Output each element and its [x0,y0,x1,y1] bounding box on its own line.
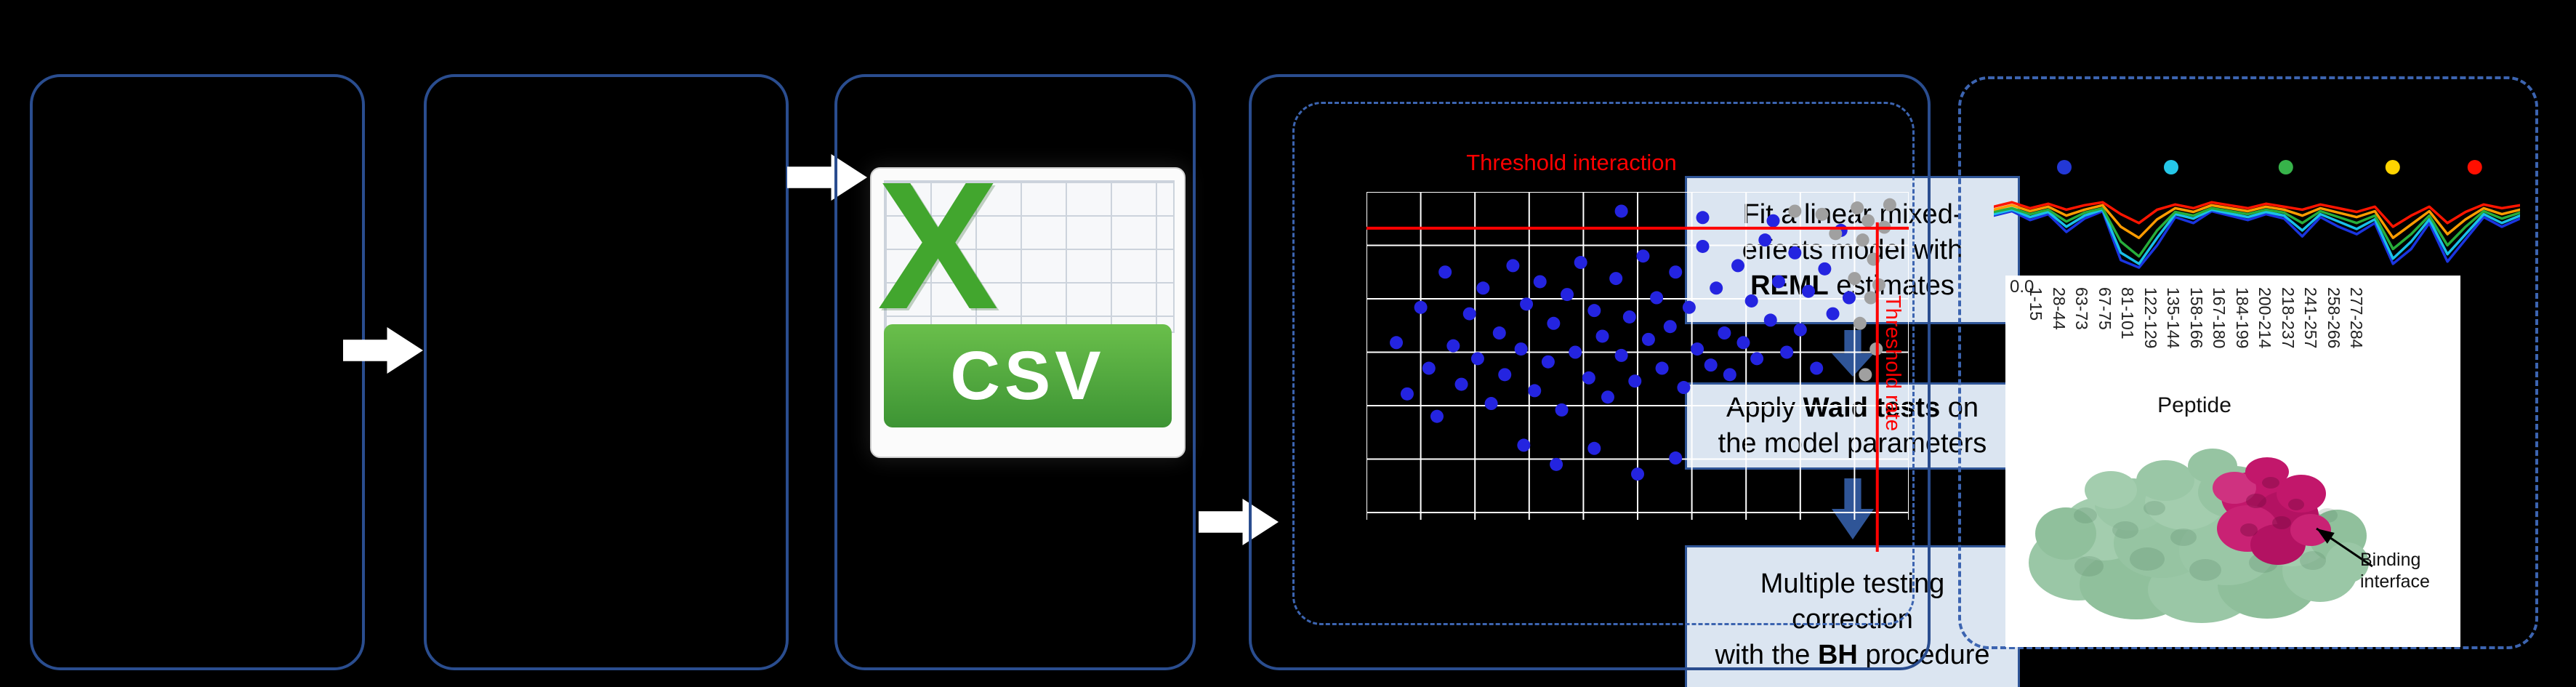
csv-file-icon: X CSV [870,144,1186,458]
peptide-tick-label: 28-44 [2049,287,2069,330]
peptide-tick-label: 67-75 [2095,287,2114,330]
peptide-tick-label: 218-237 [2278,287,2298,349]
peptide-tick-label: 158-166 [2186,287,2206,349]
threshold-interaction-label: Threshold interaction [1466,150,1677,175]
dashed-results-frame [1292,102,1915,625]
peptide-line-chart [1994,160,2520,269]
peptide-tick-label: 1-15 [2026,287,2045,321]
peptide-tick-label: 258-266 [2324,287,2343,349]
panel-csv-input: X CSV [424,74,1186,670]
csv-page: X CSV [870,144,1186,458]
peptide-tick-label: 63-73 [2072,287,2091,330]
panel-epitope-mapping: 0.0 1-15 28-44 63-73 67-75 81-101 122-129 135-… [1958,76,2538,649]
binding-interface-shading [2240,477,2304,537]
peptide-tick-label: 241-257 [2301,287,2320,349]
peptide-tick-label: 167-180 [2210,287,2229,349]
binding-interface-label: Binding interface [2360,550,2430,592]
spreadsheet-grid [884,180,1175,333]
panel-model-steps: Fit a linear mixed-effects model with REM… [834,74,2020,687]
y-axis-tick: 0.0 [2010,277,2034,297]
protein-structure-image [2029,449,2369,623]
step-box-wald: Apply Wald tests on the model parameters [1685,382,2020,470]
peptide-axis-panel: 0.0 1-15 28-44 63-73 67-75 81-101 122-129 135-… [2005,276,2460,647]
csv-banner-label: CSV [884,324,1172,428]
peptide-tick-label: 184-199 [2232,287,2252,349]
x-axis-title: Peptide [2157,393,2231,417]
binding-interface-region-magenta [2213,457,2331,565]
panel-input [30,74,365,670]
peptide-tick-label: 122-129 [2141,287,2160,349]
peptide-tick-label: 81-101 [2118,287,2137,340]
scatter-plot [1367,192,1909,552]
peptide-tick-label: 200-214 [2255,287,2274,349]
panel-scatter-results: Threshold interaction Threshold rate [1249,74,1931,670]
peptide-tick-label: 277-284 [2347,287,2366,349]
peptide-tick-labels: 1-15 28-44 63-73 67-75 81-101 122-129 135-144 1… [2005,276,2460,399]
peptide-tick-label: 135-144 [2164,287,2183,349]
threshold-rate-label: Threshold rate [1881,295,1904,431]
excel-x-logo: X [877,144,999,347]
